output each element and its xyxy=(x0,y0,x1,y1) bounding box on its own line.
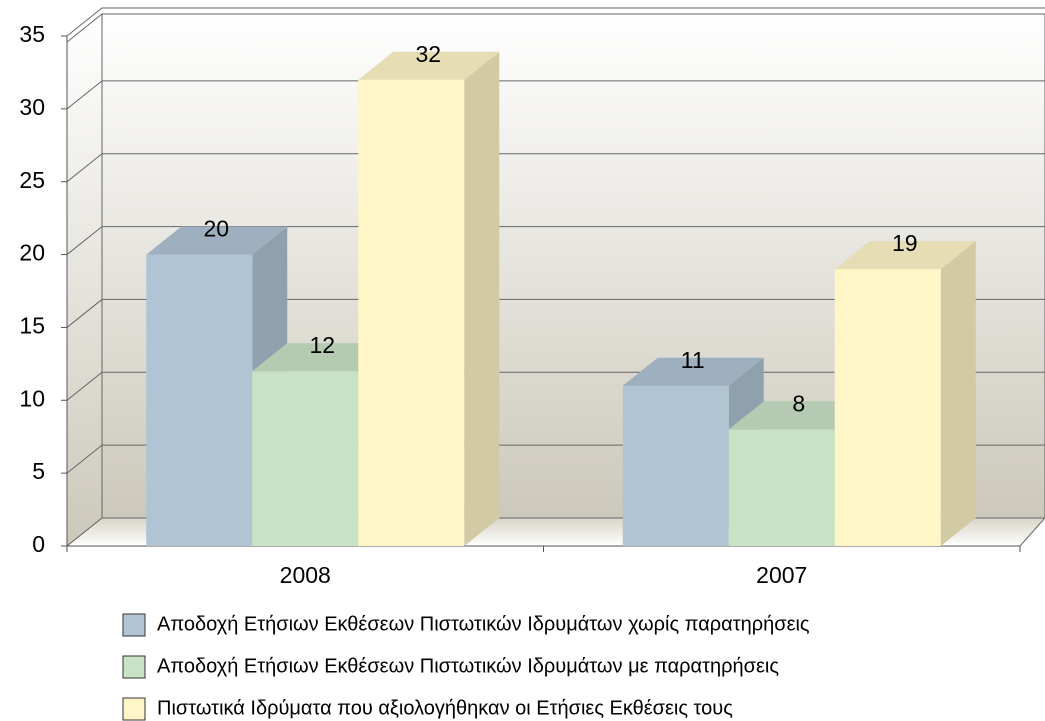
value-label: 11 xyxy=(681,347,705,373)
legend-swatch xyxy=(122,655,146,679)
y-tick-label: 30 xyxy=(19,94,45,120)
grid-line xyxy=(66,7,1045,37)
x-tick-label: 2008 xyxy=(280,562,331,588)
bar-side xyxy=(940,241,976,546)
legend-label: Αποδοχή Ετήσιων Εκθέσεων Πιστωτικών Ιδρυ… xyxy=(157,655,779,677)
bar-top xyxy=(358,51,500,80)
y-tick-label: 10 xyxy=(19,385,45,411)
value-label: 20 xyxy=(203,216,229,242)
legend-swatch xyxy=(122,697,146,721)
bar-top xyxy=(622,357,764,386)
legend-label: Πιστωτικά Ιδρύματα που αξιολογήθηκαν οι … xyxy=(157,697,733,719)
side-wall xyxy=(66,12,103,548)
legend-label: Αποδοχή Ετήσιων Εκθέσεων Πιστωτικών Ιδρυ… xyxy=(157,613,810,635)
bar xyxy=(358,79,465,546)
bar xyxy=(146,254,253,547)
value-label: 8 xyxy=(792,391,805,417)
value-label: 12 xyxy=(309,332,335,358)
y-tick-label: 5 xyxy=(32,458,45,484)
y-tick-label: 35 xyxy=(19,21,45,47)
bar xyxy=(252,371,359,546)
legend-swatch xyxy=(122,613,146,637)
bar-side xyxy=(464,51,500,546)
grid-line xyxy=(66,226,1045,255)
y-tick-label: 15 xyxy=(19,313,45,339)
grid-line xyxy=(66,153,1045,183)
bar-top xyxy=(146,226,288,255)
x-tick-label: 2007 xyxy=(756,562,807,588)
grid-line xyxy=(66,80,1045,110)
bar-top xyxy=(728,401,870,430)
value-label: 19 xyxy=(892,230,918,256)
grid-line xyxy=(66,298,1045,328)
bar-top xyxy=(252,343,394,372)
bar-top xyxy=(834,241,976,270)
y-tick-label: 25 xyxy=(19,167,45,193)
bar xyxy=(622,385,729,546)
y-tick-label: 0 xyxy=(32,531,45,557)
y-tick-label: 20 xyxy=(19,240,45,266)
bar xyxy=(728,429,835,546)
bar xyxy=(834,269,941,546)
value-label: 32 xyxy=(415,41,441,67)
